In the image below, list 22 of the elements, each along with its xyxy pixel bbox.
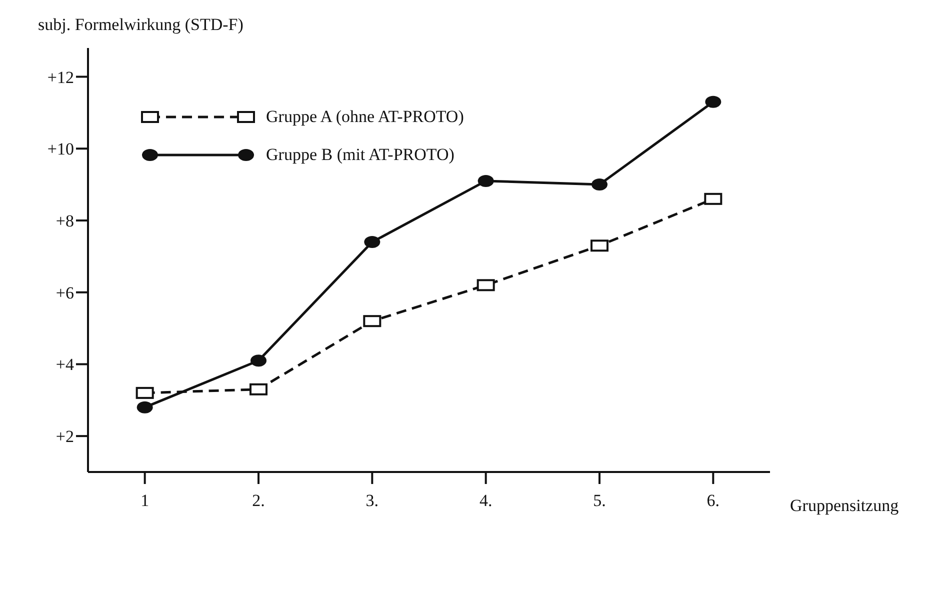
point (250, 354, 266, 367)
point (364, 236, 380, 248)
legend-label: Gruppe B (mit AT-PROTO) (266, 145, 454, 165)
y-tick-label: +2 (56, 427, 74, 446)
y-tick-label: +6 (56, 283, 74, 302)
x-tick-label: 1 (140, 491, 150, 510)
point (592, 178, 608, 191)
y-axis-title: subj. Formelwirkung (STD-F) (38, 15, 244, 34)
point (478, 174, 494, 187)
y-tick-label: +8 (56, 212, 74, 231)
point (136, 401, 153, 414)
x-tick-label: 5. (593, 491, 606, 510)
x-tick-label: 3. (366, 491, 379, 510)
x-tick-label: 6. (706, 491, 720, 510)
y-tick-label: +4 (56, 355, 74, 374)
y-tick-label: +10 (47, 140, 74, 159)
point (705, 96, 722, 108)
legend-label: Gruppe A (ohne AT-PROTO) (266, 107, 464, 127)
x-tick-label: 2. (252, 491, 265, 510)
x-axis-title: Gruppensitzung (790, 496, 900, 516)
x-tick-label: 4. (479, 491, 492, 510)
y-tick-label: +12 (47, 68, 74, 87)
